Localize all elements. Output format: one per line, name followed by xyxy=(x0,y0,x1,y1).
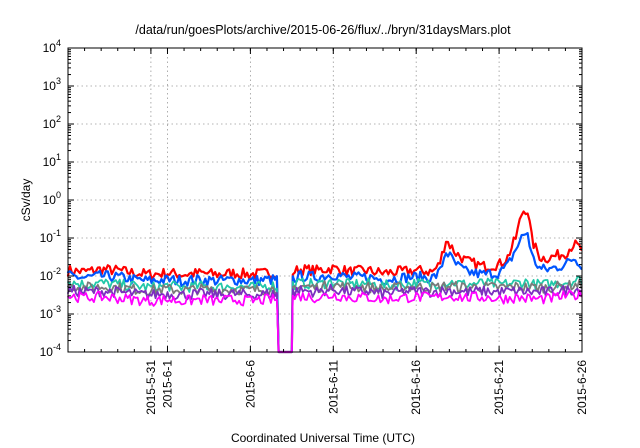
y-tick-label: 104 xyxy=(43,38,61,55)
y-tick-label: 10-1 xyxy=(40,228,61,245)
chart-title: /data/run/goesPlots/archive/2015-06-26/f… xyxy=(135,23,511,37)
x-tick-label: 2015-6-11 xyxy=(326,360,340,414)
series-layer xyxy=(66,210,583,354)
x-tick-label: 2015-6-16 xyxy=(409,360,423,415)
series-line xyxy=(67,275,583,353)
y-tick-label: 100 xyxy=(43,190,61,207)
y-axis-label: cSv/day xyxy=(19,179,33,222)
y-tick-label: 101 xyxy=(43,152,61,169)
x-tick-label: 2015-6-6 xyxy=(243,360,257,408)
series-line xyxy=(66,232,583,354)
y-tick-label: 10-3 xyxy=(40,304,61,321)
x-tick-label: 2015-6-1 xyxy=(160,360,174,408)
axis-layer: 10-4 10-3 10-2 10-1 100 101 102 103 104 2015-5-31… xyxy=(40,38,589,415)
y-tick-label: 10-2 xyxy=(40,266,61,283)
x-tick-label: 2015-6-26 xyxy=(575,360,589,415)
grid-layer xyxy=(68,48,582,352)
y-tick-label: 103 xyxy=(43,76,61,93)
x-tick-label: 2015-6-21 xyxy=(492,360,506,415)
plot-frame xyxy=(67,47,583,353)
series-line xyxy=(67,283,583,353)
x-tick-label: 2015-5-31 xyxy=(144,360,158,415)
series-line xyxy=(66,210,583,354)
y-tick-label: 102 xyxy=(43,114,61,131)
series-line xyxy=(67,289,583,353)
x-axis-label: Coordinated Universal Time (UTC) xyxy=(231,431,415,445)
y-tick-label: 10-4 xyxy=(40,342,61,359)
